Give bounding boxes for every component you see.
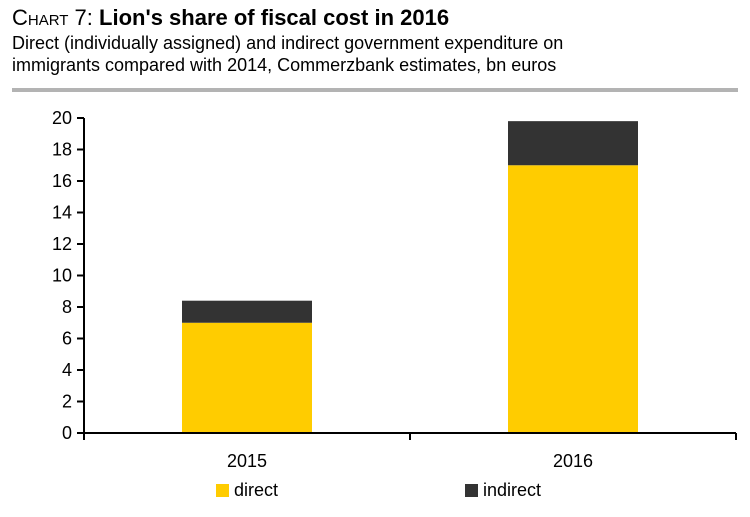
chart-number: Chart 7: <box>12 5 93 30</box>
bar-indirect-2015 <box>182 300 312 323</box>
x-tick-label-2016: 2016 <box>553 451 593 471</box>
bar-direct-2015 <box>182 322 312 433</box>
chart-title-text: Lion's share of fiscal cost in 2016 <box>99 5 450 30</box>
y-tick-label-18: 18 <box>52 140 72 160</box>
y-tick-label-14: 14 <box>52 203 72 223</box>
y-tick-label-6: 6 <box>62 329 72 349</box>
y-tick-label-12: 12 <box>52 234 72 254</box>
legend: direct indirect <box>216 480 541 500</box>
chart-title: Chart 7: Lion's share of fiscal cost in … <box>12 4 742 32</box>
header-divider <box>12 88 738 92</box>
y-tick-label-2: 2 <box>62 392 72 412</box>
legend-swatch-direct <box>216 484 229 497</box>
y-tick-label-20: 20 <box>52 108 72 128</box>
legend-label-indirect: indirect <box>483 480 541 500</box>
chart-header: Chart 7: Lion's share of fiscal cost in … <box>12 4 742 76</box>
legend-swatch-indirect <box>465 484 478 497</box>
x-tick-label-2015: 2015 <box>227 451 267 471</box>
chart-subtitle-line-2: immigrants compared with 2014, Commerzba… <box>12 55 557 75</box>
legend-label-direct: direct <box>234 480 278 500</box>
axes-layer: 0 2 4 6 8 10 12 14 16 18 20 2015 2016 <box>52 108 737 471</box>
y-tick-label-10: 10 <box>52 266 72 286</box>
bars-layer <box>182 121 638 433</box>
y-tick-label-0: 0 <box>62 423 72 443</box>
y-tick-label-4: 4 <box>62 360 72 380</box>
bar-direct-2016 <box>508 165 638 433</box>
chart-subtitle-line-1: Direct (individually assigned) and indir… <box>12 33 564 53</box>
y-tick-label-8: 8 <box>62 297 72 317</box>
bar-indirect-2016 <box>508 121 638 166</box>
y-tick-label-16: 16 <box>52 171 72 191</box>
